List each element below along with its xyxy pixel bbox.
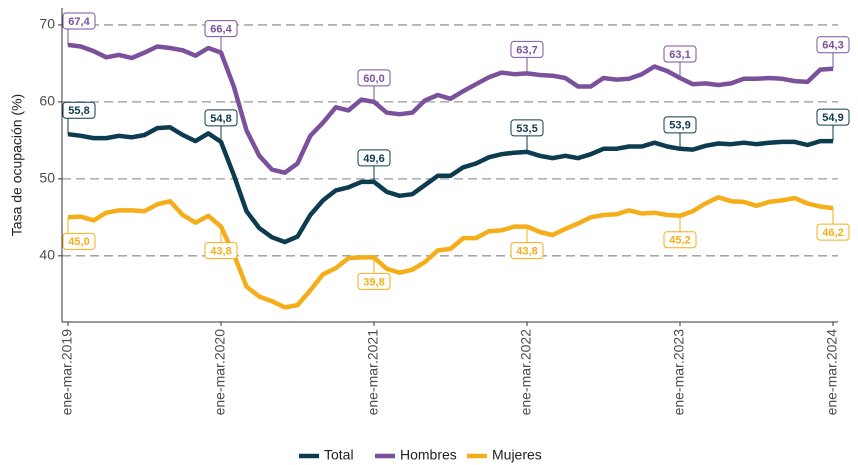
data-label: 45,2 bbox=[669, 235, 690, 247]
label-box bbox=[663, 116, 697, 134]
label-box bbox=[816, 223, 850, 241]
y-axis-title: Tasa de ocupación (%) bbox=[9, 94, 25, 236]
label-box bbox=[357, 272, 391, 290]
x-tick-label: ene-mar.2022 bbox=[518, 329, 534, 416]
y-tick-label: 40 bbox=[39, 247, 55, 263]
label-box bbox=[62, 12, 96, 30]
y-tick-label: 70 bbox=[39, 16, 55, 32]
label-box bbox=[510, 40, 544, 58]
label-box bbox=[62, 101, 96, 119]
label-box bbox=[204, 242, 238, 260]
data-label: 63,7 bbox=[516, 44, 537, 56]
y-tick-label: 60 bbox=[39, 93, 55, 109]
label-box bbox=[816, 108, 850, 126]
x-tick-label: ene-mar.2020 bbox=[212, 329, 228, 416]
data-label: 63,1 bbox=[669, 49, 690, 61]
data-label: 66,4 bbox=[210, 24, 232, 36]
data-label: 64,3 bbox=[822, 40, 843, 52]
data-label: 53,9 bbox=[669, 120, 690, 132]
label-box bbox=[204, 109, 238, 127]
label-box bbox=[510, 242, 544, 260]
legend-label: Mujeres bbox=[492, 447, 542, 463]
label-box bbox=[357, 149, 391, 167]
data-label: 49,6 bbox=[363, 153, 384, 165]
label-box bbox=[816, 36, 850, 54]
y-tick-label: 50 bbox=[39, 170, 55, 186]
label-box bbox=[357, 69, 391, 87]
x-tick-label: ene-mar.2019 bbox=[59, 329, 75, 416]
data-label: 55,8 bbox=[68, 105, 89, 117]
label-box bbox=[204, 20, 238, 38]
x-tick-label: ene-mar.2021 bbox=[365, 329, 381, 416]
line bbox=[67, 195, 834, 310]
data-label: 67,4 bbox=[68, 16, 90, 28]
line bbox=[67, 42, 834, 175]
data-label: 43,8 bbox=[516, 245, 537, 257]
data-label: 60,0 bbox=[363, 73, 384, 85]
data-label: 46,2 bbox=[822, 227, 843, 239]
data-label: 43,8 bbox=[210, 245, 231, 257]
x-tick-label: ene-mar.2023 bbox=[671, 329, 687, 416]
data-label: 54,9 bbox=[822, 112, 843, 124]
label-box bbox=[663, 45, 697, 63]
data-label: 53,5 bbox=[516, 123, 537, 135]
legend-label: Total bbox=[324, 447, 354, 463]
data-label: 54,8 bbox=[210, 113, 231, 125]
line bbox=[67, 125, 833, 245]
legend-label: Hombres bbox=[400, 447, 457, 463]
data-label: 39,8 bbox=[363, 276, 384, 288]
label-box bbox=[510, 119, 544, 137]
label-box bbox=[62, 232, 96, 250]
x-tick-label: ene-mar.2024 bbox=[824, 329, 840, 416]
label-box bbox=[663, 231, 697, 249]
data-label: 45,0 bbox=[68, 236, 89, 248]
